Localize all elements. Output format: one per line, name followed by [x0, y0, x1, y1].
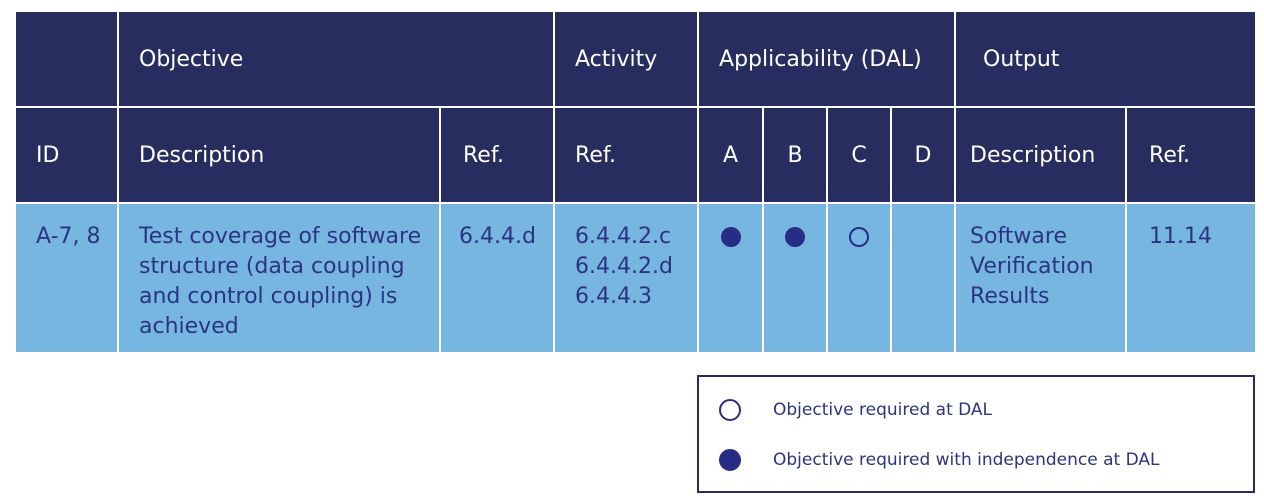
activity-ref-1: 6.4.4.2.c [575, 224, 672, 249]
header-description: Description [117, 106, 441, 204]
header-objective: Objective [116, 10, 556, 108]
header-output: Output [954, 10, 1258, 108]
header-applicability: Applicability (DAL) [697, 10, 957, 108]
row-activity-refs: 6.4.4.2.c 6.4.4.2.d 6.4.4.3 [553, 202, 700, 354]
legend-item-open: Objective required at DAL [719, 399, 992, 421]
header-blank-cell [14, 10, 119, 108]
header-row-sub: ID Description Ref. Ref. A B C D Descrip… [14, 106, 1258, 204]
table-row: A-7, 8 Test coverage of software structu… [14, 202, 1258, 354]
row-dal-d [890, 202, 957, 354]
legend-box: Objective required at DAL Objective requ… [697, 375, 1255, 493]
row-output-description: Software Verification Results [954, 202, 1128, 354]
header-id: ID [14, 106, 119, 204]
header-row-top: Objective Activity Applicability (DAL) O… [14, 10, 1258, 108]
header-activity: Activity [553, 10, 700, 108]
row-output-ref: 11.14 [1125, 202, 1258, 354]
header-dal-b: B [762, 106, 829, 204]
header-dal-a: A [697, 106, 765, 204]
header-dal-c: C [826, 106, 893, 204]
legend-item-filled: Objective required with independence at … [719, 449, 1160, 471]
filled-circle-icon [720, 227, 741, 247]
row-dal-b [762, 202, 829, 354]
header-output-ref: Ref. [1125, 106, 1258, 204]
row-id: A-7, 8 [14, 202, 119, 354]
open-circle-icon [849, 227, 870, 247]
header-dal-d: D [890, 106, 957, 204]
legend-open-label: Objective required at DAL [773, 400, 993, 420]
filled-circle-icon [785, 227, 806, 247]
open-circle-icon [719, 399, 741, 421]
filled-circle-icon [719, 449, 741, 471]
header-output-description: Description [954, 106, 1128, 204]
objectives-table: Objective Activity Applicability (DAL) O… [14, 10, 1258, 354]
row-dal-a [697, 202, 765, 354]
row-ref: 6.4.4.d [438, 202, 556, 354]
row-dal-c [826, 202, 893, 354]
activity-ref-3: 6.4.4.3 [575, 284, 652, 309]
row-description: Test coverage of software structure (dat… [117, 202, 441, 354]
legend-filled-label: Objective required with independence at … [773, 450, 1160, 470]
activity-ref-2: 6.4.4.2.d [575, 254, 673, 279]
header-ref: Ref. [438, 106, 556, 204]
header-activity-ref: Ref. [553, 106, 700, 204]
